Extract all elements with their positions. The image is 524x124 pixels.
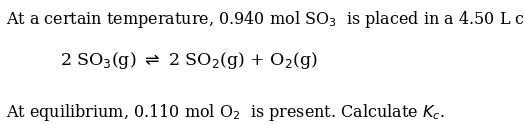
Text: At equilibrium, 0.110 mol O$_2$  is present. Calculate $K_c$.: At equilibrium, 0.110 mol O$_2$ is prese… — [6, 102, 445, 123]
Text: 2 SO$_3$(g) $\rightleftharpoons$ 2 SO$_2$(g) + O$_2$(g): 2 SO$_3$(g) $\rightleftharpoons$ 2 SO$_2… — [60, 50, 318, 71]
Text: At a certain temperature, 0.940 mol SO$_3$  is placed in a 4.50 L container.: At a certain temperature, 0.940 mol SO$_… — [6, 9, 524, 30]
